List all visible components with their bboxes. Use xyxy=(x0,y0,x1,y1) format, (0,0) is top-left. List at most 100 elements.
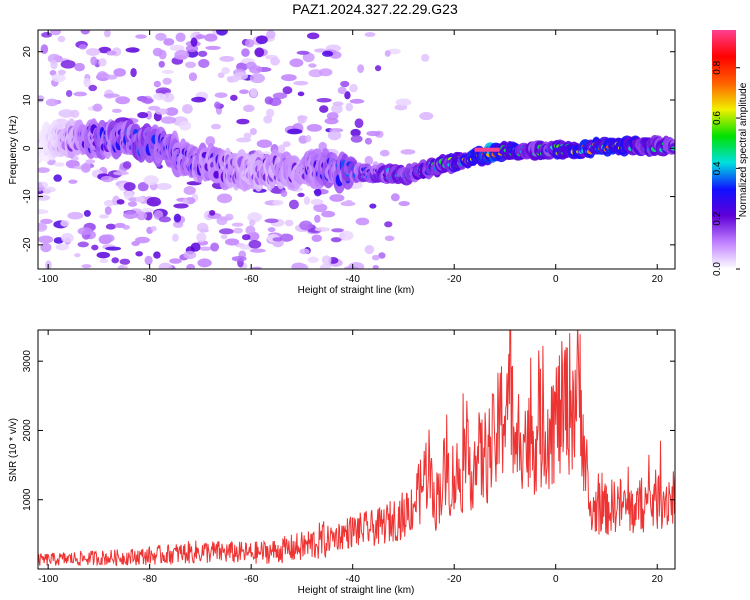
spectrogram-speckle xyxy=(248,240,262,249)
spectrogram-y-tick-label: 0 xyxy=(22,145,33,151)
spectrogram-speckle xyxy=(60,60,76,69)
spectrogram-speckle xyxy=(311,234,323,242)
spectrogram-speckle xyxy=(96,251,111,259)
spectrogram-speckle xyxy=(297,91,305,97)
spectrogram-speckle xyxy=(154,108,169,115)
spectrogram-speckle xyxy=(236,118,250,125)
spectrogram-speckle xyxy=(190,242,201,252)
spectrogram-speckle xyxy=(103,199,115,207)
spectrogram-speckle xyxy=(277,144,286,154)
spectrogram-speckle xyxy=(307,256,319,263)
spectrogram-x-tick-label: 0 xyxy=(553,274,559,285)
spectrogram-speckle xyxy=(297,115,305,125)
spectrogram-x-axis: -100 -80 -60 -40 -20 0 20 xyxy=(38,30,663,285)
snr-series-line xyxy=(38,330,675,567)
spectrogram-x-tick-label: -80 xyxy=(142,274,157,285)
spectrogram-speckle xyxy=(308,63,317,68)
colorbar-tick-label: 0.4 xyxy=(712,161,723,175)
spectrogram-speckle xyxy=(85,48,101,56)
spectrogram-speckle xyxy=(127,201,138,207)
spectrogram-speckle xyxy=(153,251,161,259)
spectrogram-speckle xyxy=(165,107,179,116)
snr-x-tick-label: -40 xyxy=(345,574,360,585)
spectrogram-speckle xyxy=(188,72,198,82)
spectrogram-speckle xyxy=(314,188,322,197)
spectrogram-speckle xyxy=(379,149,390,157)
spectrogram-speckle xyxy=(314,214,321,223)
spectrogram-speckle xyxy=(105,223,116,230)
spectrogram-speckle xyxy=(364,155,374,166)
spectrogram-speckle xyxy=(314,227,331,232)
spectrogram-speckle xyxy=(137,181,149,192)
spectrogram-y-label: Frequency (Hz) xyxy=(8,116,19,185)
spectrogram-speckle xyxy=(150,225,157,232)
snr-x-tick-label: -20 xyxy=(447,574,462,585)
spectrogram-speckle xyxy=(43,188,52,195)
spectrogram-speckle xyxy=(77,227,93,236)
spectrogram-speckle xyxy=(231,255,247,262)
spectrogram-speckle xyxy=(349,83,358,93)
spectrogram-speckle xyxy=(350,128,361,137)
spectrogram-speckle xyxy=(306,124,323,132)
spectrogram-speckle xyxy=(158,216,171,223)
spectrogram-speckle xyxy=(239,89,249,95)
colorbar-tick-label: 0.2 xyxy=(712,211,723,225)
spectrogram-speckle xyxy=(50,59,58,70)
spectrogram-speckle xyxy=(205,45,221,50)
spectrogram-speckle xyxy=(83,77,91,88)
spectrogram-speckle xyxy=(68,179,78,184)
snr-x-tick-label: -100 xyxy=(38,574,58,585)
spectrogram-speckle xyxy=(123,210,139,219)
spectrogram-speckle xyxy=(106,50,117,56)
spectrogram-speckle xyxy=(247,212,262,223)
spectrogram-speckle xyxy=(38,209,49,215)
spectrogram-speckle xyxy=(195,34,206,40)
spectrogram-speckle xyxy=(60,219,70,227)
spectrogram-speckle xyxy=(264,96,274,105)
snr-x-tick-label: -80 xyxy=(142,574,157,585)
spectrogram-speckle xyxy=(135,34,147,39)
spectrogram-speckle xyxy=(186,263,195,269)
spectrogram-speckle xyxy=(332,101,344,107)
snr-x-tick-label: -60 xyxy=(244,574,259,585)
spectrogram-speckle xyxy=(421,53,430,62)
colorbar-scale xyxy=(712,30,736,269)
spectrogram-speckle xyxy=(241,48,250,57)
spectrogram-speckle xyxy=(197,50,208,57)
spectrogram-speckle xyxy=(58,109,75,118)
spectrogram-speckle xyxy=(249,128,257,136)
spectrogram-speckle xyxy=(162,92,175,103)
spectrogram-speckle xyxy=(254,47,265,58)
spectrogram-heatmap xyxy=(38,30,675,269)
spectrogram-speckle xyxy=(345,199,353,205)
spectrogram-speckle xyxy=(67,211,84,220)
spectrogram-speckle xyxy=(74,62,85,72)
spectrogram-speckle xyxy=(134,236,150,244)
spectrogram-speckle xyxy=(357,64,365,74)
spectrogram-speckle xyxy=(287,128,303,135)
spectrogram-speckle xyxy=(53,174,62,182)
spectrogram-speckle xyxy=(282,86,293,95)
snr-y-axis: 1000 2000 3000 xyxy=(22,350,675,511)
spectrogram-speckle xyxy=(229,75,240,83)
spectrogram-speckle xyxy=(210,123,222,130)
spectrogram-speckle xyxy=(103,93,120,98)
spectrogram-speckle xyxy=(400,149,416,155)
spectrogram-speckle xyxy=(38,235,54,244)
spectrogram-speckle xyxy=(210,242,220,252)
spectrogram-y-tick-label: -10 xyxy=(22,189,33,204)
spectrogram-speckle xyxy=(169,44,185,52)
spectrogram-speckle xyxy=(395,98,412,106)
spectrogram-speckle xyxy=(111,257,119,264)
spectrogram-speckle xyxy=(57,35,66,43)
spectrogram-speckle xyxy=(279,233,294,242)
spectrogram-speckle xyxy=(390,193,400,202)
spectrogram-speckle xyxy=(331,103,343,114)
spectrogram-speckle xyxy=(118,264,126,269)
spectrogram-speckle xyxy=(245,61,257,70)
spectrogram-speckle xyxy=(173,213,182,223)
spectrogram-speckle xyxy=(81,264,92,269)
spectrogram-x-tick-label: -40 xyxy=(345,274,360,285)
spectrogram-speckle xyxy=(297,263,309,269)
spectrogram-speckle xyxy=(47,53,61,64)
